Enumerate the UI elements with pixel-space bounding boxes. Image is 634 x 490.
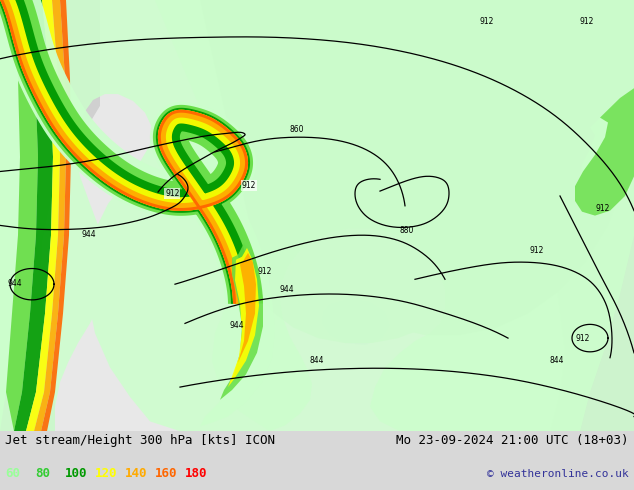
Text: 860: 860 [290, 125, 304, 134]
Polygon shape [575, 88, 634, 216]
Polygon shape [0, 0, 263, 304]
Polygon shape [580, 90, 634, 194]
Text: 912: 912 [242, 181, 256, 190]
Text: 100: 100 [65, 467, 87, 480]
Polygon shape [0, 0, 20, 431]
Text: 912: 912 [595, 204, 609, 213]
Polygon shape [0, 0, 271, 304]
Text: 120: 120 [95, 467, 117, 480]
Polygon shape [155, 0, 634, 431]
Text: 912: 912 [258, 268, 273, 276]
Polygon shape [322, 299, 390, 345]
Text: 880: 880 [400, 226, 415, 235]
Polygon shape [14, 0, 53, 431]
Text: 180: 180 [185, 467, 207, 480]
Text: 140: 140 [125, 467, 148, 480]
Text: 80: 80 [35, 467, 50, 480]
Polygon shape [550, 0, 634, 431]
Text: Mo 23-09-2024 21:00 UTC (18+03): Mo 23-09-2024 21:00 UTC (18+03) [396, 435, 629, 447]
Circle shape [18, 270, 46, 298]
Polygon shape [220, 243, 263, 400]
Circle shape [12, 265, 52, 304]
Text: 60: 60 [5, 467, 20, 480]
Polygon shape [234, 253, 256, 372]
Polygon shape [0, 0, 634, 431]
Polygon shape [34, 0, 66, 431]
Text: 912: 912 [165, 189, 179, 198]
Text: 160: 160 [155, 467, 178, 480]
Polygon shape [26, 0, 60, 431]
Text: 944: 944 [280, 285, 295, 294]
Polygon shape [200, 235, 275, 426]
Polygon shape [41, 0, 71, 431]
Polygon shape [228, 248, 259, 387]
Polygon shape [248, 49, 405, 196]
Text: 844: 844 [310, 356, 325, 365]
Text: Jet stream/Height 300 hPa [kts] ICON: Jet stream/Height 300 hPa [kts] ICON [5, 435, 275, 447]
Text: 912: 912 [480, 18, 495, 26]
Polygon shape [200, 0, 634, 343]
Text: 844: 844 [550, 356, 564, 365]
Polygon shape [0, 0, 255, 304]
Polygon shape [0, 0, 634, 431]
Polygon shape [0, 0, 248, 304]
Text: 944: 944 [8, 279, 23, 288]
Text: 912: 912 [575, 334, 590, 343]
Polygon shape [0, 0, 248, 304]
Text: 944: 944 [82, 230, 96, 239]
Text: 912: 912 [530, 246, 545, 255]
Polygon shape [0, 0, 100, 431]
Polygon shape [6, 0, 38, 431]
Text: 944: 944 [230, 321, 245, 330]
Text: © weatheronline.co.uk: © weatheronline.co.uk [488, 469, 629, 479]
Polygon shape [0, 0, 248, 304]
Text: 912: 912 [580, 18, 595, 26]
